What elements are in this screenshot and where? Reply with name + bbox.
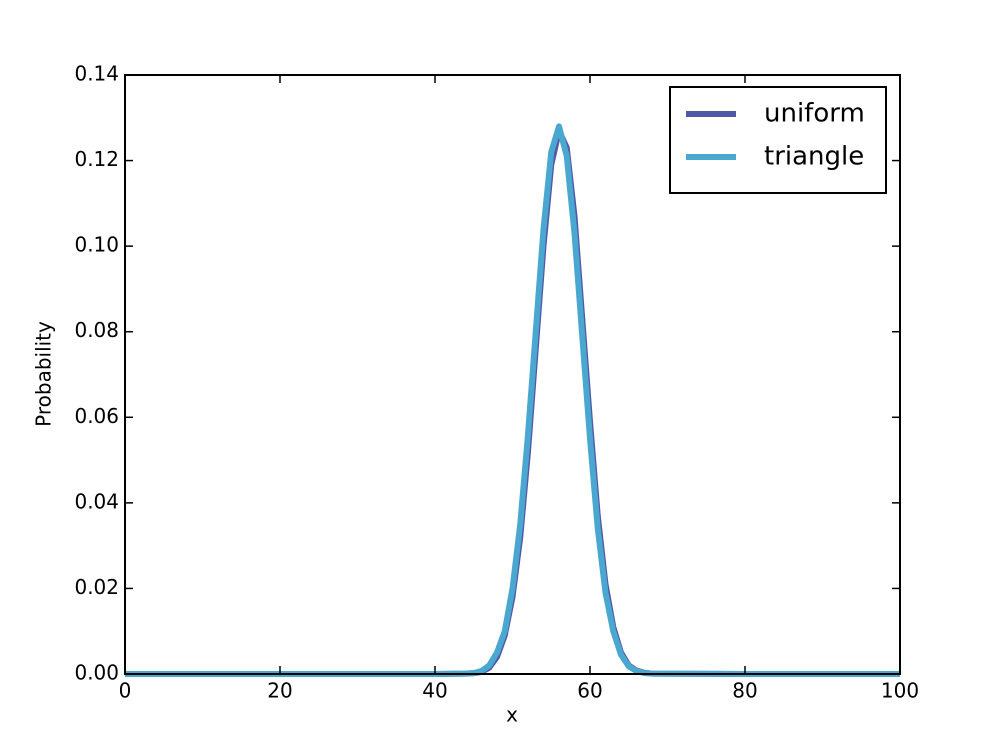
y-tick-label: 0.06 [74, 404, 119, 428]
x-tick-label: 20 [267, 679, 292, 703]
y-tick-label: 0.04 [74, 489, 119, 513]
y-tick-label: 0.14 [74, 62, 119, 86]
y-tick-label: 0.12 [74, 147, 119, 171]
series-line [125, 123, 900, 677]
x-tick-label: 0 [119, 679, 132, 703]
y-tick-label: 0.00 [74, 661, 119, 685]
x-tick-label: 60 [577, 679, 602, 703]
legend-box [669, 86, 887, 194]
x-axis-label: x [506, 703, 518, 727]
y-axis-label: Probability [32, 321, 56, 427]
x-tick-label: 100 [881, 679, 919, 703]
x-tick-label: 80 [732, 679, 757, 703]
plot-frame [124, 74, 901, 675]
y-tick-label: 0.08 [74, 318, 119, 342]
x-tick-label: 40 [422, 679, 447, 703]
legend-label: uniform [764, 99, 865, 129]
y-tick-label: 0.10 [74, 233, 119, 257]
y-tick-label: 0.02 [74, 575, 119, 599]
legend-label: triangle [764, 142, 864, 172]
